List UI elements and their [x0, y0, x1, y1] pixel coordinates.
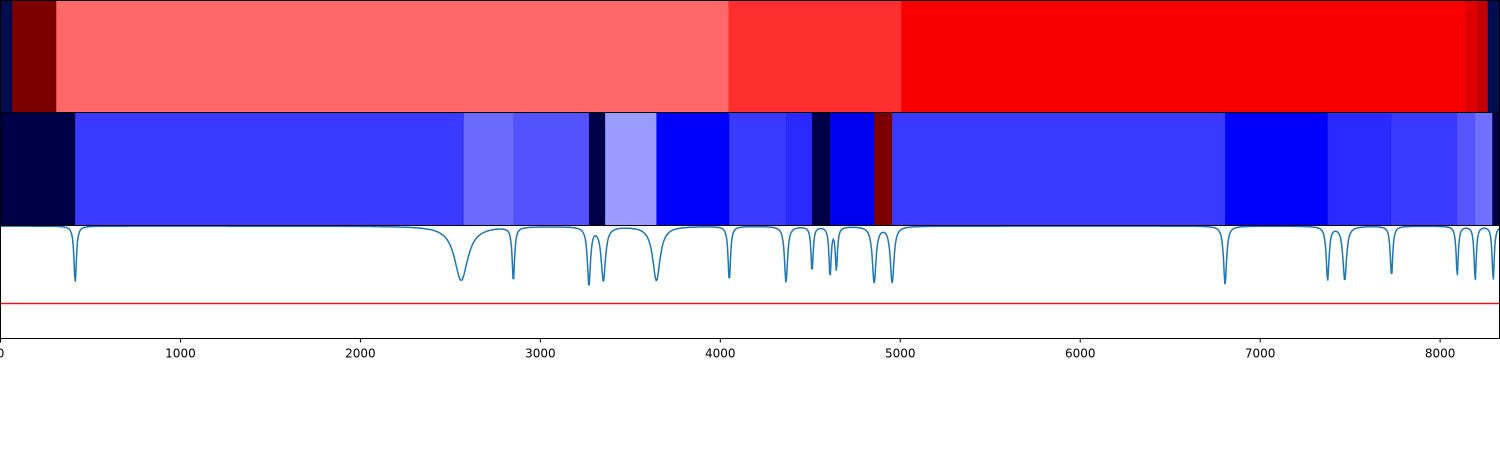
bottom-strip-segment — [588, 112, 606, 226]
top-strip-segment — [1477, 0, 1489, 113]
top-strip-segment — [1487, 0, 1500, 113]
bottom-color-strip — [0, 112, 1500, 226]
x-tick-label: 5000 — [885, 347, 916, 361]
signal-panel — [0, 225, 1500, 339]
top-strip-segment — [56, 0, 730, 113]
x-tick-label: 6000 — [1065, 347, 1096, 361]
x-axis: 0 1000 2000 3000 4000 5000 6000 7000 8000 — [0, 338, 1456, 361]
bottom-strip-segment — [1492, 112, 1500, 226]
bottom-strip-segment — [1457, 112, 1476, 226]
bottom-strip-segment — [892, 112, 1226, 226]
bottom-strip-segment — [0, 112, 76, 226]
bottom-strip-segment — [656, 112, 730, 226]
x-tick-label: 2000 — [345, 347, 376, 361]
top-color-strip — [0, 0, 1500, 113]
x-tick-label: 7000 — [1245, 347, 1276, 361]
bottom-strip-segment — [463, 112, 514, 226]
signal-panel-background — [0, 225, 1500, 339]
x-tick-label: 8000 — [1425, 347, 1456, 361]
bottom-strip-segment — [1475, 112, 1493, 226]
top-strip-segment — [728, 0, 902, 113]
bottom-strip-segment — [830, 112, 875, 226]
bottom-strip-segment — [1391, 112, 1458, 226]
top-strip-segment — [0, 0, 13, 113]
x-tick-label: 0 — [0, 347, 4, 361]
bottom-strip-segment — [513, 112, 590, 226]
x-tick-label: 3000 — [525, 347, 556, 361]
top-strip-segment — [1465, 0, 1478, 113]
bottom-strip-segment — [812, 112, 831, 226]
bottom-strip-segment — [874, 112, 893, 226]
bottom-strip-segment — [785, 112, 813, 226]
bottom-strip-segment — [1327, 112, 1393, 226]
bottom-strip-segment — [75, 112, 465, 226]
bottom-strip-segment — [1225, 112, 1329, 226]
x-tick-label: 4000 — [705, 347, 736, 361]
signal-line — [0, 225, 1500, 286]
top-strip-segment — [12, 0, 57, 113]
bottom-strip-segment — [729, 112, 787, 226]
x-tick-label: 1000 — [165, 347, 196, 361]
top-strip-segment — [901, 0, 1466, 113]
bottom-strip-segment — [605, 112, 658, 226]
